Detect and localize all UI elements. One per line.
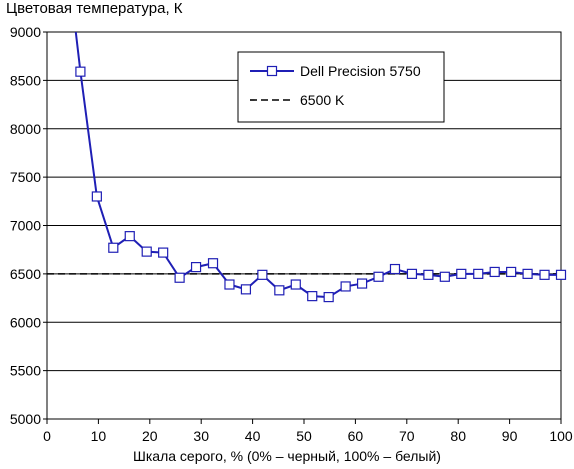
data-point (158, 247, 169, 258)
legend-box (237, 51, 445, 123)
data-point (456, 268, 467, 279)
data-point (224, 279, 235, 290)
x-tick-label: 70 (399, 428, 415, 444)
data-point (539, 269, 550, 280)
x-tick-label: 50 (296, 428, 312, 444)
x-tick-label: 20 (142, 428, 158, 444)
data-point (356, 278, 368, 289)
data-point (340, 281, 351, 292)
data-point (124, 231, 135, 242)
data-point (506, 266, 517, 278)
x-axis-label: Шкала серого, % (0% – черный, 100% – бел… (133, 448, 441, 464)
data-point (323, 291, 334, 303)
x-tick-label: 80 (450, 428, 466, 444)
data-point (522, 268, 533, 279)
data-point (439, 271, 450, 282)
x-tick-label: 60 (348, 428, 364, 444)
y-tick-label: 6500 (10, 266, 41, 282)
data-point (91, 191, 102, 202)
y-tick-label: 7500 (10, 169, 41, 185)
data-point (307, 291, 318, 302)
legend-label-dell: Dell Precision 5750 (300, 63, 421, 79)
data-point (190, 262, 202, 273)
data-point (555, 269, 567, 280)
data-point (290, 279, 301, 290)
chart-title: Цветовая температура, К (6, 0, 183, 17)
x-tick-label: 90 (502, 428, 518, 444)
data-point (108, 242, 119, 253)
data-point (389, 263, 401, 275)
y-tick-label: 8500 (10, 72, 41, 88)
y-tick-label: 5500 (10, 363, 41, 379)
data-point (373, 271, 384, 282)
data-point (423, 269, 434, 280)
data-point (207, 258, 219, 269)
legend-label-6500k: 6500 K (300, 92, 345, 108)
data-point (75, 66, 86, 77)
data-point (240, 284, 252, 295)
y-tick-label: 5000 (10, 411, 41, 427)
y-tick-label: 6000 (10, 314, 41, 330)
y-tick-label: 8000 (10, 121, 41, 137)
data-point (257, 269, 268, 280)
x-tick-label: 40 (245, 428, 261, 444)
x-tick-label: 100 (549, 428, 573, 444)
data-point (473, 268, 484, 279)
data-point (406, 268, 418, 279)
data-point (174, 272, 185, 283)
legend-marker-dell (266, 65, 278, 77)
x-tick-label: 10 (91, 428, 107, 444)
data-point (141, 246, 152, 257)
x-tick-label: 30 (193, 428, 209, 444)
x-tick-label: 0 (43, 428, 51, 444)
y-tick-label: 9000 (10, 24, 41, 40)
data-point (489, 266, 500, 278)
data-point (274, 285, 285, 296)
y-tick-label: 7000 (10, 218, 41, 234)
